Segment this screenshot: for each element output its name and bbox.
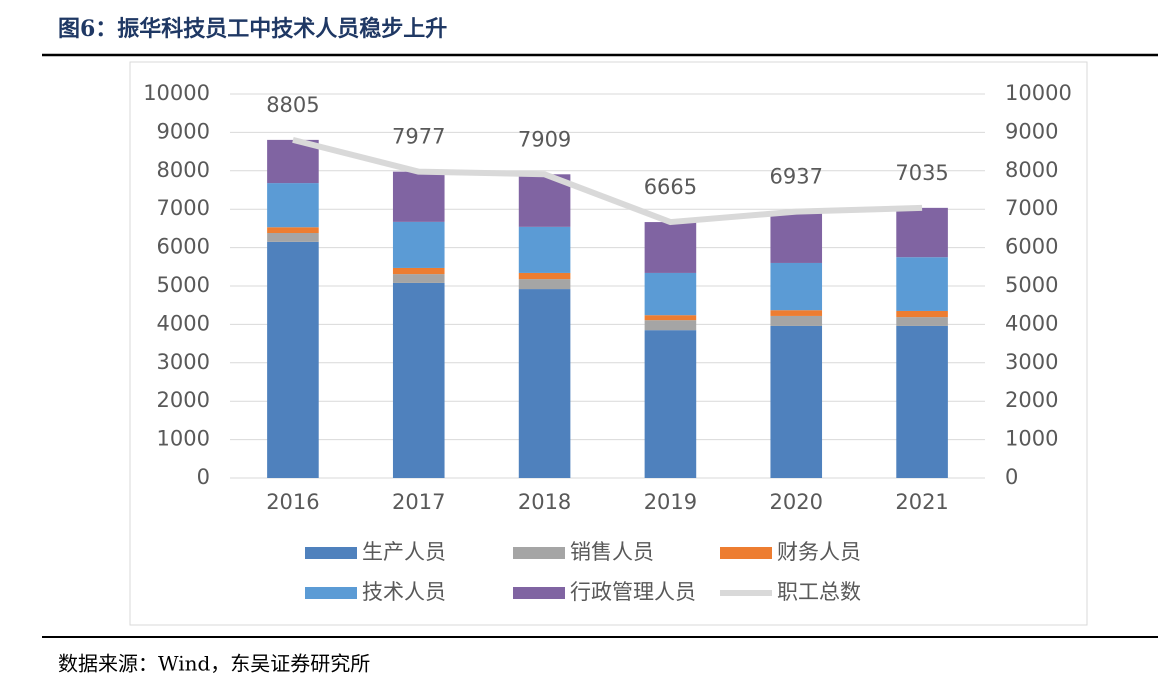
y-tick-label: 9000 (157, 119, 210, 143)
bar-segment (518, 289, 571, 478)
bar-segment (267, 233, 319, 242)
legend-swatch (720, 547, 772, 559)
bar-segment (896, 317, 948, 326)
y-tick-label: 4000 (157, 311, 210, 335)
y-tick-label: 8000 (157, 158, 210, 182)
bar-segment (770, 325, 823, 478)
bar-segment (644, 320, 697, 331)
bar-segment (392, 282, 445, 478)
y-tick-label: 6000 (157, 235, 210, 259)
y2-tick-label: 7000 (1005, 196, 1058, 220)
y-tick-label: 10000 (143, 81, 210, 105)
bar-segment (896, 325, 948, 478)
data-label: 7035 (895, 161, 948, 185)
line (292, 136, 923, 226)
y-tick-label: 3000 (157, 350, 210, 374)
bar-segment (392, 171, 445, 222)
legend-swatch (513, 587, 565, 599)
bar-segment (392, 267, 445, 275)
chart-title: 图6：振华科技员工中技术人员稳步上升 (58, 16, 447, 42)
y-tick-label: 5000 (157, 273, 210, 297)
bar-segment (644, 315, 697, 321)
y2-tick-label: 3000 (1005, 350, 1058, 374)
source: 数据来源：Wind，东吴证券研究所 (58, 652, 370, 676)
data-label: 6665 (644, 175, 697, 199)
bar-segment (518, 226, 571, 273)
bar-segment (770, 211, 823, 263)
bar-segment (267, 227, 319, 234)
legend-swatch (305, 587, 357, 599)
bar-segment (896, 257, 948, 311)
y2-tick-label: 1000 (1005, 427, 1058, 451)
y2-tick-label: 8000 (1005, 158, 1058, 182)
legend-swatch (513, 547, 565, 559)
x-tick-label: 2020 (770, 490, 823, 514)
bar-segment (518, 272, 571, 280)
y2-tick-label: 2000 (1005, 388, 1058, 412)
bar-segment (770, 262, 823, 311)
data-label: 6937 (770, 165, 823, 189)
bar-segment (518, 279, 571, 290)
y-tick-label: 2000 (157, 388, 210, 412)
legend-label: 职工总数 (777, 580, 861, 604)
x-tick-label: 2019 (644, 490, 697, 514)
y-tick-label: 0 (197, 465, 210, 489)
bar-segment (392, 274, 445, 283)
data-label: 8805 (266, 93, 319, 117)
y-tick-label: 7000 (157, 196, 210, 220)
bar-segment (896, 207, 948, 258)
bar-segment (267, 241, 319, 478)
bar-segment (644, 330, 697, 478)
y2-tick-label: 0 (1005, 465, 1018, 489)
y2-tick-label: 4000 (1005, 311, 1058, 335)
legend-label: 销售人员 (570, 540, 654, 564)
x-tick-label: 2016 (266, 490, 319, 514)
bar-segment (644, 272, 697, 316)
y2-tick-label: 9000 (1005, 119, 1058, 143)
data-label: 7909 (518, 127, 571, 151)
bar-segment (770, 310, 823, 316)
legend-swatch (305, 547, 357, 559)
bar-segment (267, 183, 319, 228)
legend-label: 生产人员 (362, 540, 446, 564)
bar-segment (770, 315, 823, 326)
y2-tick-label: 10000 (1005, 81, 1072, 105)
x-tick-label: 2017 (392, 490, 445, 514)
legend-label: 技术人员 (362, 580, 446, 604)
bar-segment (644, 222, 697, 273)
legend-label: 行政管理人员 (570, 580, 696, 604)
legend-label: 财务人员 (777, 540, 861, 564)
bar-segment (896, 310, 948, 318)
y2-tick-label: 5000 (1005, 273, 1058, 297)
x-tick-label: 2018 (518, 490, 571, 514)
y2-tick-label: 6000 (1005, 235, 1058, 259)
bar-segment (392, 221, 445, 268)
y-tick-label: 1000 (157, 427, 210, 451)
data-label: 7977 (392, 125, 445, 149)
x-tick-label: 2021 (895, 490, 948, 514)
